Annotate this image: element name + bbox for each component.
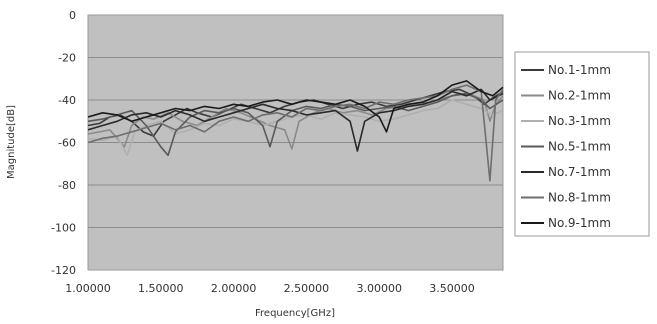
x-tick-label: 2.50000 (284, 282, 330, 295)
y-tick-label: -40 (58, 94, 76, 107)
legend: No.1-1mm No.2-1mm No.3-1mm No.5-1mm No.7-1mm… (514, 51, 650, 237)
legend-label: No.5-1mm (548, 140, 611, 154)
legend-label: No.8-1mm (548, 191, 611, 205)
series-line-No.1-1mm (87, 88, 504, 137)
y-tick-label: -100 (51, 222, 76, 235)
x-tick-label: 3.50000 (429, 282, 475, 295)
legend-label: No.7-1mm (548, 165, 611, 179)
legend-label: No.1-1mm (548, 63, 611, 77)
y-tick-label: -60 (58, 137, 76, 150)
y-tick-label: -120 (51, 264, 76, 277)
y-tick-label: -20 (58, 52, 76, 65)
x-axis-ticks: 1.00000 1.50000 2.00000 2.50000 3.00000 3.500… (65, 282, 475, 295)
x-tick-label: 1.50000 (138, 282, 184, 295)
y-tick-label: 0 (69, 9, 76, 22)
y-axis-ticks: 0 -20 -40 -60 -80 -100 -120 (51, 9, 76, 277)
series-line-No.9-1mm (87, 80, 504, 133)
series-lines (87, 80, 504, 182)
y-tick-label: -80 (58, 179, 76, 192)
x-tick-label: 2.00000 (211, 282, 257, 295)
x-axis-label: Frequency[GHz] (255, 308, 335, 319)
x-tick-label: 3.00000 (356, 282, 402, 295)
legend-box (514, 51, 650, 237)
y-axis-label: Magnitude[dB] (6, 105, 17, 179)
legend-label: No.9-1mm (548, 216, 611, 230)
legend-label: No.3-1mm (548, 114, 611, 128)
series-line-No.5-1mm (87, 92, 504, 157)
series-line-No.8-1mm (87, 84, 504, 182)
legend-label: No.2-1mm (548, 89, 611, 103)
x-tick-label: 1.00000 (65, 282, 111, 295)
series-line-No.7-1mm (87, 88, 504, 152)
